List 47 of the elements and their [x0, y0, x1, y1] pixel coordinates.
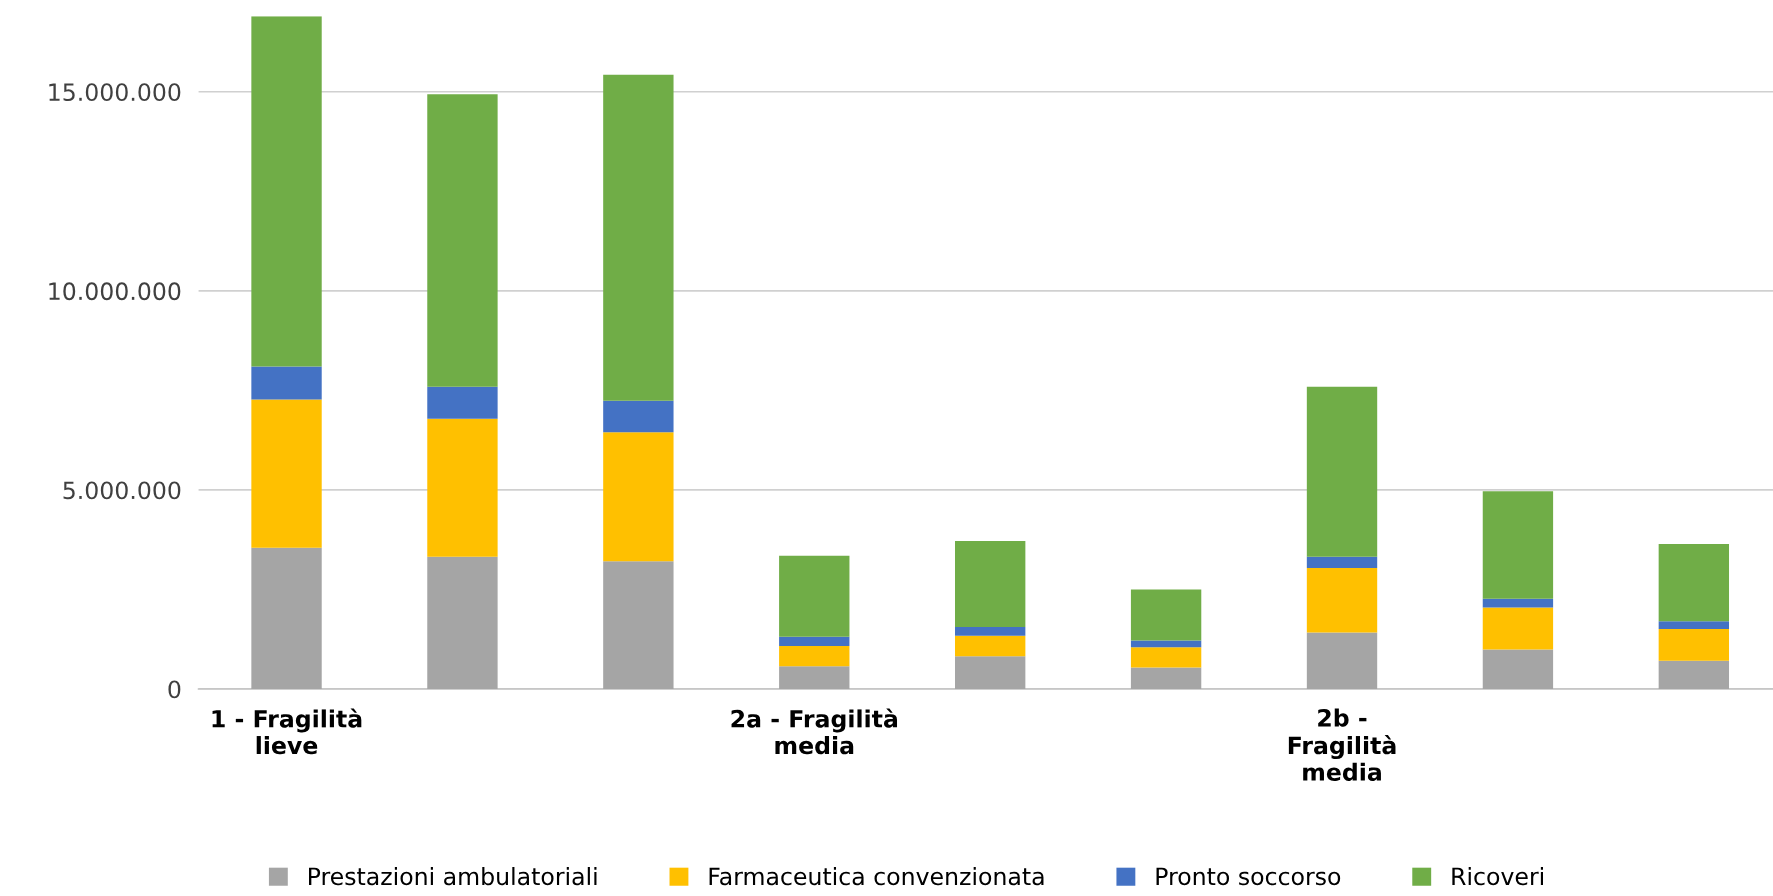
legend-label: Pronto soccorso: [1156, 867, 1341, 886]
x-tick-label: 2b - Fragilità media: [1288, 708, 1396, 781]
bar: [955, 635, 1026, 657]
bar: [1130, 647, 1202, 668]
bar: [1306, 632, 1378, 690]
bar: [427, 556, 498, 690]
bar: [955, 626, 1026, 636]
bar: [779, 555, 850, 637]
bar: [955, 656, 1026, 690]
bar: [1482, 649, 1554, 690]
bar: [1482, 598, 1554, 608]
legend-label: Farmaceutica convenzionata: [709, 866, 1044, 886]
bar: [1658, 621, 1730, 629]
bar: [1482, 491, 1554, 599]
y-tick-label: 0: [168, 680, 181, 699]
bar: [427, 386, 498, 419]
bar: [779, 666, 850, 690]
x-tick-label: 2a - Fragilità media: [731, 708, 898, 755]
bar: [603, 74, 674, 401]
bar: [1130, 589, 1202, 641]
legend-label: Ricoveri: [1452, 866, 1543, 886]
bar: [603, 561, 674, 690]
bar: [1658, 544, 1730, 622]
bar: [1130, 640, 1202, 648]
bar: [1306, 386, 1378, 557]
bar: [1658, 628, 1730, 661]
bar: [251, 399, 322, 548]
legend-label: Prestazioni ambulatoriali: [309, 866, 597, 886]
bar: [1306, 567, 1378, 633]
y-tick-label: 15.000.000: [49, 83, 181, 102]
bar: [779, 646, 850, 667]
bar: [1658, 660, 1730, 690]
bar: [955, 540, 1026, 627]
bar: [1306, 556, 1378, 568]
bar: [1130, 667, 1202, 690]
bar: [427, 418, 498, 557]
bar: [251, 16, 322, 367]
bar: [779, 636, 850, 647]
bar: [603, 400, 674, 433]
y-tick-label: 5.000.000: [63, 481, 181, 500]
bar: [427, 94, 498, 387]
bar: [251, 547, 322, 690]
bar: [251, 366, 322, 400]
y-tick-label: 10.000.000: [49, 282, 181, 301]
bar: [603, 432, 674, 562]
bar: [1482, 607, 1554, 650]
x-tick-label: 1 - Fragilità lieve: [212, 708, 362, 755]
